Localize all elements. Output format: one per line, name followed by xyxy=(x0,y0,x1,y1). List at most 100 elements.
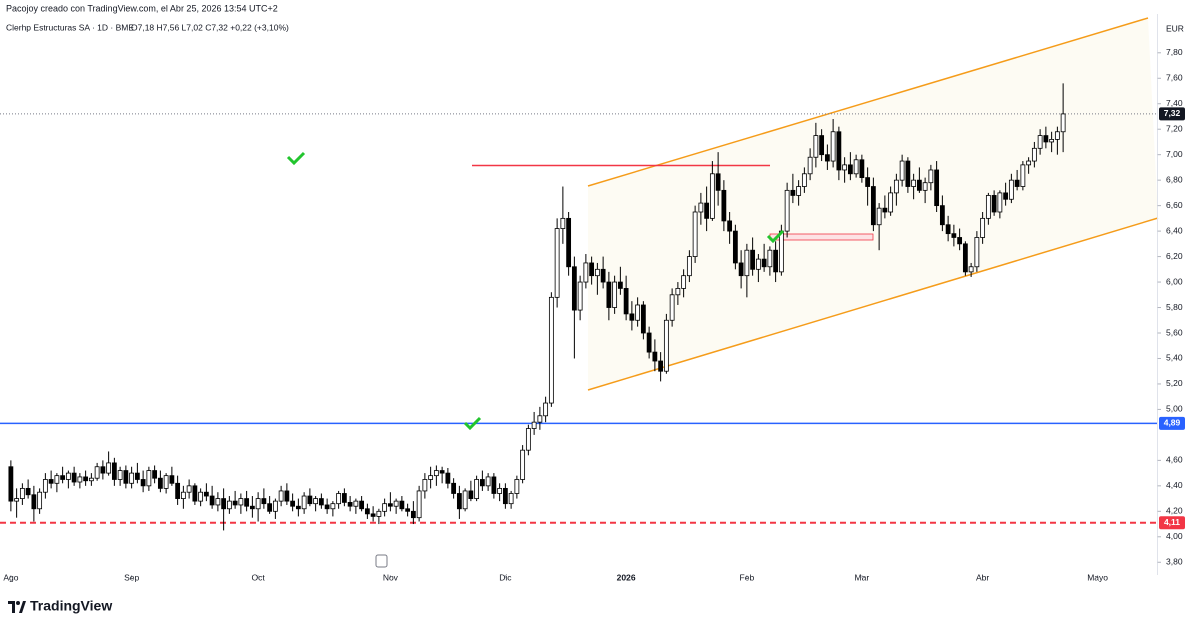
candle-body xyxy=(1049,138,1055,143)
candle-body xyxy=(284,490,290,502)
price-badge xyxy=(1159,416,1185,430)
candle-body xyxy=(100,466,106,474)
candle-body xyxy=(727,220,733,232)
candle-body xyxy=(796,186,802,196)
candle-body xyxy=(715,173,721,191)
candle-body xyxy=(324,504,330,510)
candle-body xyxy=(71,472,77,483)
candle-body xyxy=(830,131,836,162)
candle-body xyxy=(600,268,606,283)
candle-body xyxy=(525,428,531,451)
channel-upper xyxy=(587,17,1149,187)
candle-body xyxy=(232,500,238,506)
candle-body xyxy=(1003,192,1009,200)
y-tick-label: 3,80 xyxy=(1166,557,1183,567)
candle-body xyxy=(65,472,71,480)
y-tick-label: 6,20 xyxy=(1166,251,1183,261)
candle-body xyxy=(962,243,968,273)
candle-body xyxy=(474,479,480,499)
candle-body xyxy=(226,500,232,510)
y-tick-label: 5,40 xyxy=(1166,353,1183,363)
y-tick-label: 7,00 xyxy=(1166,149,1183,159)
x-tick-label: Mar xyxy=(855,572,870,582)
candle-body xyxy=(560,217,566,229)
price-badge xyxy=(1159,516,1185,530)
candle-body xyxy=(640,304,646,334)
candle-body xyxy=(589,262,595,277)
candle-body xyxy=(704,202,710,219)
candle-body xyxy=(157,477,163,489)
gap-box xyxy=(769,233,874,241)
candles xyxy=(8,83,1066,531)
check-icon xyxy=(766,229,785,244)
candle-body xyxy=(215,498,221,506)
candle-body xyxy=(175,482,181,499)
candle-body xyxy=(238,498,244,506)
candle-body xyxy=(42,479,48,493)
candle-body xyxy=(870,186,876,226)
candle-body xyxy=(353,500,359,507)
candle-body xyxy=(203,491,209,497)
currency-label: EUR xyxy=(1166,23,1184,33)
candle-body xyxy=(928,169,934,184)
y-tick-label: 4,20 xyxy=(1166,506,1183,516)
candle-body xyxy=(295,505,301,510)
time-axis: Ago Sep Oct Nov Dic 2026 Feb Mar Abr Mayo xyxy=(3,572,1108,582)
candle-body xyxy=(370,513,376,517)
y-tick-label: 7,60 xyxy=(1166,73,1183,83)
candle-body xyxy=(37,491,43,510)
candle-body xyxy=(399,500,405,510)
y-tick-label: 6,80 xyxy=(1166,174,1183,184)
candle-body xyxy=(692,211,698,257)
candle-body xyxy=(755,258,761,270)
check-icon xyxy=(286,151,306,166)
candle-body xyxy=(364,508,370,515)
candle-body xyxy=(531,421,537,429)
x-tick-label: 2026 xyxy=(617,572,636,582)
y-tick-label: 6,40 xyxy=(1166,225,1183,235)
candle-body xyxy=(859,159,865,179)
candle-body xyxy=(744,249,750,277)
candle-body xyxy=(801,173,807,187)
candle-body xyxy=(738,262,744,277)
earnings-marker[interactable] xyxy=(375,554,388,568)
candle-body xyxy=(934,169,940,207)
price-axis: 7,80 7,60 7,40 7,20 7,00 6,80 6,60 6,40 6,20 6,00… xyxy=(1157,47,1185,567)
candle-body xyxy=(721,189,727,222)
candle-body xyxy=(663,319,669,372)
candle-body xyxy=(1020,164,1026,187)
candle-body xyxy=(824,154,830,162)
candle-body xyxy=(180,491,186,499)
candle-body xyxy=(548,296,554,404)
candle-body xyxy=(836,131,842,171)
y-tick-label: 6,60 xyxy=(1166,200,1183,210)
candle-body xyxy=(1043,135,1049,143)
candle-body xyxy=(485,476,491,487)
candle-body xyxy=(468,490,474,499)
candle-body xyxy=(19,487,25,499)
y-tick-label: 7,80 xyxy=(1166,47,1183,57)
candle-body xyxy=(594,268,600,277)
candle-body xyxy=(571,266,577,311)
candle-body xyxy=(968,266,974,273)
candle-body xyxy=(566,217,572,268)
price-badge-label: 4,89 xyxy=(1164,418,1181,428)
candle-body xyxy=(784,189,790,232)
candle-body xyxy=(819,135,825,156)
candle-body xyxy=(537,415,543,423)
candle-body xyxy=(140,479,146,487)
x-tick-label: Nov xyxy=(383,572,399,582)
candle-body xyxy=(646,332,652,353)
candle-body xyxy=(1014,179,1020,187)
candle-body xyxy=(1060,113,1066,133)
candle-body xyxy=(48,479,54,484)
candle-body xyxy=(405,508,411,512)
y-tick-label: 5,20 xyxy=(1166,378,1183,388)
candle-body xyxy=(778,230,784,273)
candle-body xyxy=(502,487,508,505)
candle-body xyxy=(456,493,462,510)
candle-body xyxy=(1037,135,1043,149)
candle-body xyxy=(209,495,215,506)
